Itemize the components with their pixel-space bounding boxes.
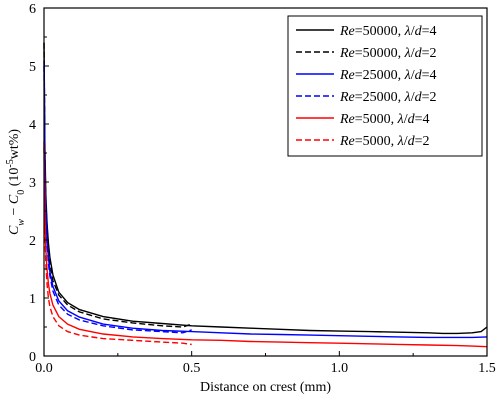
legend-box [287, 15, 483, 157]
series-line-3 [43, 65, 192, 334]
y-tick-label: 2 [29, 234, 36, 249]
x-axis-title: Distance on crest (mm) [200, 380, 331, 395]
legend-entry-5: Re=5000, λ/d=2 [339, 134, 430, 149]
y-tick-label: 1 [29, 292, 36, 307]
series-line-1 [43, 42, 192, 328]
y-tick-label: 4 [29, 118, 36, 133]
series-line-5 [43, 147, 192, 346]
legend-entry-3: Re=25000, λ/d=2 [339, 90, 437, 105]
legend-entry-0: Re=50000, λ/d=4 [339, 24, 437, 39]
legend-entry-2: Re=25000, λ/d=4 [339, 68, 437, 83]
x-tick-label: 1.0 [331, 361, 349, 376]
x-axis: 0.0 0.5 1.0 1.5 [35, 351, 496, 376]
series-line-0 [43, 42, 488, 335]
y-tick-label: 5 [29, 60, 36, 75]
y-tick-label: 6 [29, 2, 36, 17]
legend-entry-1: Re=50000, λ/d=2 [339, 46, 437, 61]
y-axis-title: Cw − C0 (10-5wt%) [5, 129, 27, 235]
series-line-4 [43, 141, 488, 348]
y-tick-label: 3 [29, 176, 36, 191]
y-tick-label: 0 [29, 350, 36, 365]
y-axis: 0 1 2 3 4 5 6 [29, 2, 49, 365]
x-tick-label: 0.0 [35, 361, 53, 376]
legend: Re=50000, λ/d=4 Re=50000, λ/d=2 Re=25000, … [287, 15, 483, 157]
plot-lines [43, 42, 488, 348]
legend-entry-4: Re=5000, λ/d=4 [339, 112, 430, 127]
x-tick-label: 0.5 [183, 361, 201, 376]
x-tick-label: 1.5 [478, 361, 496, 376]
